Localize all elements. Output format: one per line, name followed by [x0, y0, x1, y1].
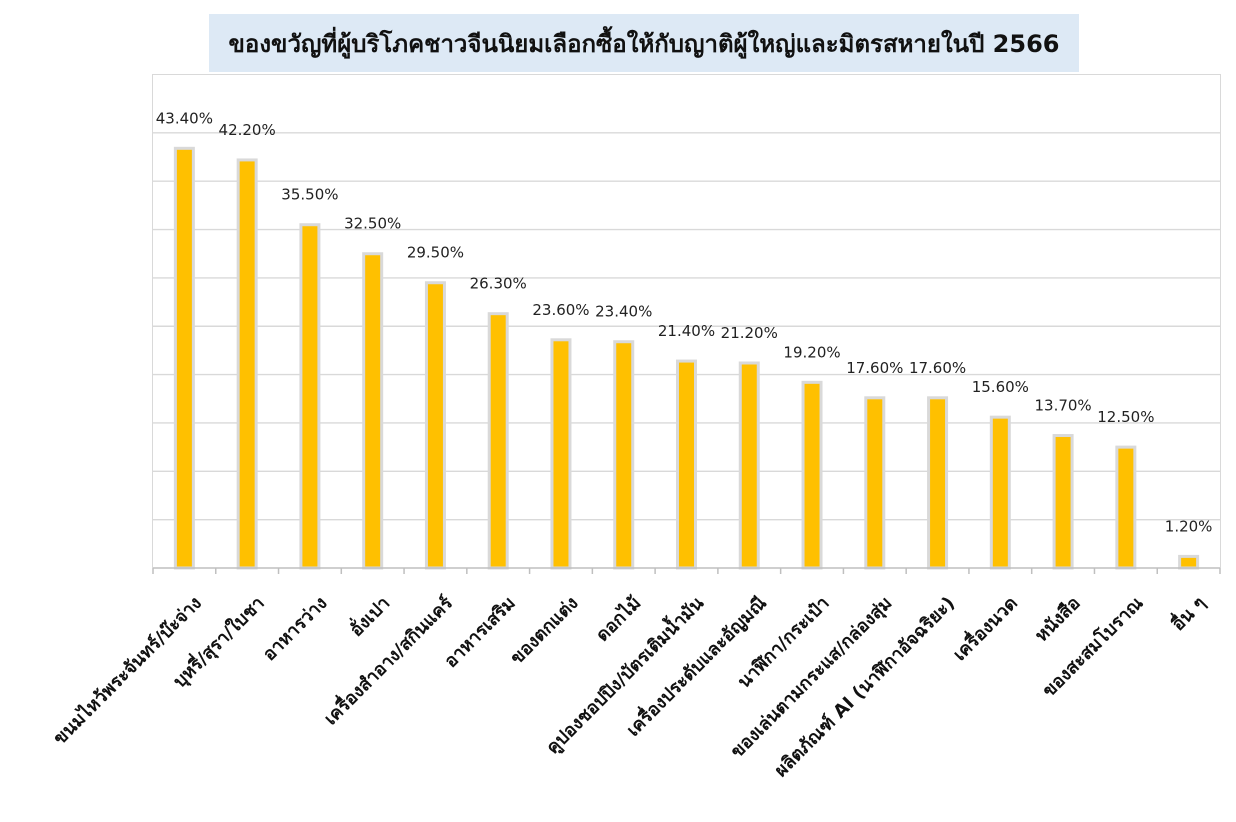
chart-title: ของขวัญที่ผู้บริโภคชาวจีนนิยมเลือกซื้อให… — [209, 14, 1079, 72]
data-label: 32.50% — [344, 215, 401, 233]
data-label: 12.50% — [1097, 408, 1154, 426]
data-label: 1.20% — [1165, 517, 1213, 535]
x-tick-label: อาหารว่าง — [259, 593, 332, 666]
bar — [1052, 434, 1074, 570]
bar — [801, 380, 823, 570]
bar — [927, 396, 949, 570]
bar — [989, 415, 1011, 570]
bar — [864, 396, 886, 570]
bars — [173, 146, 1200, 570]
x-tick-label: ดอกไม้ — [591, 592, 645, 646]
data-label: 43.40% — [156, 109, 213, 127]
data-label: 15.60% — [972, 378, 1029, 396]
data-label: 19.20% — [783, 343, 840, 361]
data-label: 21.40% — [658, 322, 715, 340]
bar — [1178, 554, 1200, 570]
data-label: 42.20% — [219, 121, 276, 139]
data-label: 17.60% — [909, 359, 966, 377]
bar — [738, 361, 760, 570]
x-tick-labels: ขนมไหว้พระจันทร์/บ๊ะจ่างบุหรี่/สุรา/ใบชา… — [49, 589, 1210, 781]
bar — [487, 312, 509, 570]
bar — [299, 223, 321, 570]
bar — [613, 340, 635, 570]
data-label: 23.40% — [595, 303, 652, 321]
bar — [173, 146, 195, 570]
bar — [1115, 445, 1137, 570]
data-label: 26.30% — [470, 275, 527, 293]
bar — [550, 338, 572, 570]
data-label: 35.50% — [281, 186, 338, 204]
bar — [424, 281, 446, 570]
data-label: 29.50% — [407, 244, 464, 262]
data-labels: 43.40% 42.20% 35.50% 32.50% 29.50% 26.30% 23.6… — [156, 109, 1213, 535]
bar — [362, 252, 384, 570]
x-tick-label: ของตกแต่ง — [506, 593, 582, 669]
x-tick-label: หนังสือ — [1031, 593, 1085, 647]
data-label: 23.60% — [532, 301, 589, 319]
plot-area — [152, 74, 1221, 568]
data-label: 17.60% — [846, 359, 903, 377]
data-label: 21.20% — [721, 324, 778, 342]
x-tick-label: เครื่องนวด — [947, 591, 1022, 666]
bar — [676, 359, 697, 570]
x-tick-label: อั่งเปา — [344, 591, 394, 641]
bar — [236, 158, 258, 570]
x-tick-label: อื่น ๆ — [1165, 591, 1210, 636]
x-axis — [152, 567, 1221, 574]
data-label: 13.70% — [1034, 397, 1091, 415]
